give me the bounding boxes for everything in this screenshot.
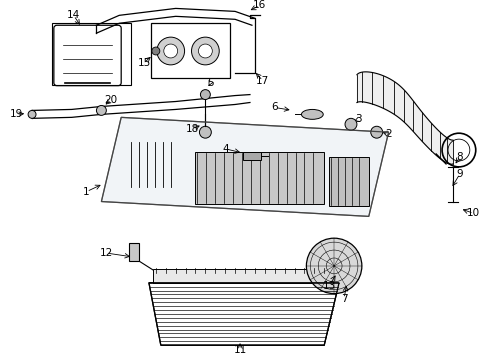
Polygon shape <box>101 117 388 216</box>
Bar <box>195 152 324 203</box>
Circle shape <box>345 118 356 130</box>
Bar <box>153 269 344 283</box>
Circle shape <box>200 90 210 99</box>
Text: 10: 10 <box>466 208 479 219</box>
Text: 1: 1 <box>83 186 90 197</box>
Circle shape <box>28 111 36 118</box>
FancyBboxPatch shape <box>54 25 121 86</box>
Text: 5: 5 <box>206 78 213 88</box>
Text: 2: 2 <box>385 129 391 139</box>
Bar <box>151 23 230 78</box>
Text: 12: 12 <box>100 248 113 258</box>
Text: 13: 13 <box>322 281 335 291</box>
Text: 19: 19 <box>10 109 23 120</box>
Bar <box>129 243 139 261</box>
Text: 6: 6 <box>271 103 278 112</box>
Circle shape <box>191 37 219 65</box>
Circle shape <box>198 44 212 58</box>
Bar <box>243 152 260 160</box>
Text: 4: 4 <box>223 144 229 154</box>
Circle shape <box>370 126 382 138</box>
Bar <box>328 157 368 207</box>
Polygon shape <box>149 283 338 345</box>
Ellipse shape <box>301 109 323 119</box>
Text: 11: 11 <box>233 345 246 355</box>
Text: 14: 14 <box>67 10 80 21</box>
Text: 8: 8 <box>456 152 462 162</box>
Circle shape <box>199 126 211 138</box>
Text: 15: 15 <box>137 58 150 68</box>
Circle shape <box>152 47 160 55</box>
Text: 17: 17 <box>256 76 269 86</box>
Circle shape <box>306 238 361 294</box>
Circle shape <box>96 105 106 115</box>
Circle shape <box>163 44 177 58</box>
Text: 16: 16 <box>253 0 266 10</box>
Text: 9: 9 <box>456 169 462 179</box>
Text: 3: 3 <box>355 114 362 124</box>
Text: 20: 20 <box>104 95 118 104</box>
Text: 7: 7 <box>340 294 346 303</box>
Circle shape <box>157 37 184 65</box>
Text: 18: 18 <box>185 124 199 134</box>
